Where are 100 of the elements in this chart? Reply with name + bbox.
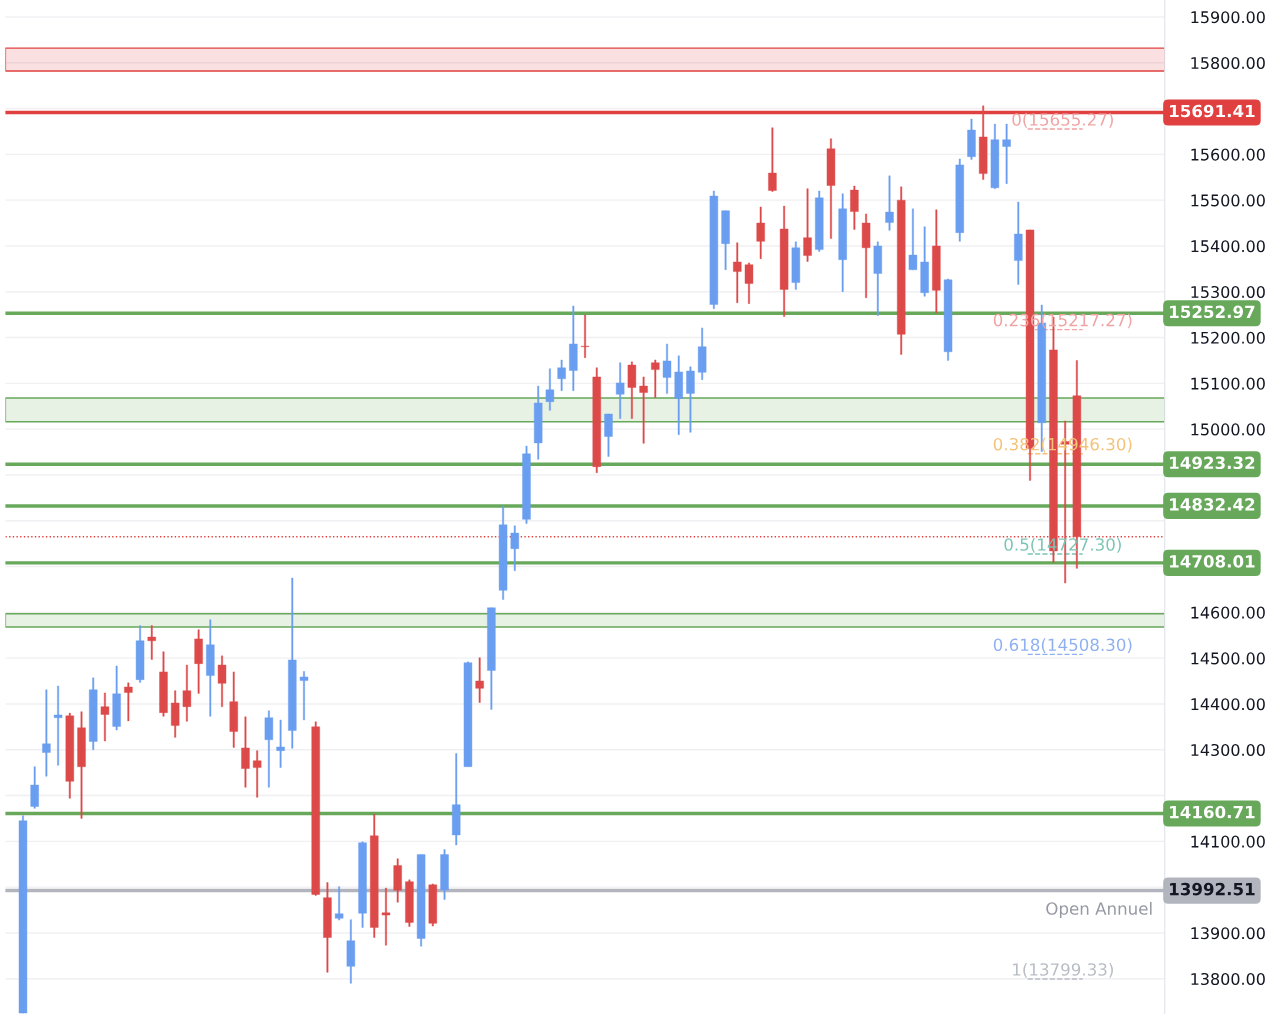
candlestick <box>873 241 882 316</box>
ref-line-label: 14708.01 <box>1170 555 1255 568</box>
candlestick <box>112 665 121 731</box>
candlestick <box>932 209 941 314</box>
candlestick <box>604 413 613 457</box>
candlestick <box>943 278 953 361</box>
candlestick <box>522 445 531 524</box>
candlestick <box>815 190 824 252</box>
y-tick-label: 15800.00 <box>1191 56 1265 70</box>
candlestick <box>217 655 227 707</box>
ref-line-label: 14160.71 <box>1170 805 1255 819</box>
candlestick <box>346 919 356 984</box>
candlestick <box>697 327 707 380</box>
candlestick <box>405 879 414 927</box>
candlestick <box>779 205 789 317</box>
candlestick <box>850 185 859 230</box>
candlestick <box>463 661 473 767</box>
candlestick <box>897 186 906 355</box>
candlestick <box>428 883 438 927</box>
candlestick <box>651 359 660 398</box>
ref-line-label: 1(13799.33) <box>1013 962 1113 978</box>
annotation: Open Annuel <box>1046 901 1152 919</box>
candlestick <box>194 629 203 694</box>
candlestick <box>452 753 461 846</box>
candlestick <box>18 815 28 1014</box>
candlestick <box>627 361 637 419</box>
candlestick <box>768 127 777 192</box>
candlestick <box>100 692 110 742</box>
candlestick <box>393 858 402 903</box>
ref-line-label: 0.618(14508.30) <box>993 638 1132 654</box>
candlestick <box>276 719 285 768</box>
candlestick <box>557 359 566 391</box>
candlestick <box>955 158 964 242</box>
candlestick <box>323 882 332 973</box>
candlestick <box>147 625 156 660</box>
candlestick <box>264 710 274 788</box>
candlestick <box>756 206 765 259</box>
candlestick <box>77 711 86 819</box>
y-tick-label: 15200.00 <box>1191 331 1265 344</box>
candlestick <box>990 123 1000 189</box>
candlestick <box>1002 123 1011 184</box>
ref-line-label: 0(15655.27) <box>1012 112 1113 128</box>
candlestick <box>545 368 555 411</box>
candlestick <box>440 849 449 900</box>
candlestick <box>381 887 391 946</box>
candlestick <box>487 607 496 710</box>
candlestick <box>838 193 847 292</box>
candlestick <box>510 525 519 571</box>
candlestick <box>885 175 894 231</box>
candlestick <box>592 367 601 473</box>
candlestick <box>744 262 754 304</box>
candlestick <box>733 242 742 303</box>
ref-line-label: 14832.42 <box>1170 498 1255 511</box>
candlestick <box>662 343 672 394</box>
candlestick <box>416 854 426 947</box>
candlestick <box>159 651 168 717</box>
candlestick <box>569 305 578 391</box>
y-tick-label: 13900.00 <box>1191 927 1265 940</box>
candlestick <box>42 689 51 777</box>
y-tick-label: 15400.00 <box>1191 240 1265 253</box>
candlestick <box>89 677 98 750</box>
ref-line-label: 15252.97 <box>1170 305 1255 319</box>
candlestick <box>171 690 180 738</box>
candlestick <box>967 118 976 160</box>
candlestick <box>920 226 929 297</box>
candlestick <box>370 814 379 938</box>
y-tick-label: 15500.00 <box>1191 194 1265 207</box>
candlestick <box>686 366 695 433</box>
y-tick-label: 14300.00 <box>1191 743 1265 757</box>
candlestick <box>534 385 543 460</box>
candlestick <box>182 664 192 722</box>
y-tick-label: 15300.00 <box>1191 285 1265 299</box>
candlestick <box>1014 201 1023 285</box>
y-tick-label: 14400.00 <box>1191 698 1265 711</box>
candlestick <box>135 625 145 683</box>
candlestick <box>53 685 63 766</box>
y-tick-label: 14100.00 <box>1191 835 1265 848</box>
y-tick-label: 14600.00 <box>1191 606 1265 619</box>
candlestick <box>358 841 367 928</box>
y-tick-label: 15900.00 <box>1191 11 1265 24</box>
y-tick-label: 15600.00 <box>1191 148 1265 161</box>
y-tick-label: 13800.00 <box>1191 972 1265 986</box>
candlestick <box>791 241 801 290</box>
candlestick <box>30 766 39 809</box>
candlestick <box>475 657 484 703</box>
candlestick <box>299 671 309 721</box>
ref-line-label: 13992.51 <box>1170 882 1255 896</box>
candlestick <box>803 188 812 262</box>
candlestick <box>252 750 262 798</box>
candlestick <box>615 362 625 419</box>
candlestick <box>861 213 871 298</box>
candlestick <box>334 886 344 921</box>
candlestick <box>580 314 590 358</box>
candlestick <box>721 210 730 270</box>
candlestick <box>241 716 250 788</box>
candlestick <box>826 138 836 239</box>
candlestick <box>65 712 74 799</box>
y-tick-label: 15000.00 <box>1191 423 1265 436</box>
candlestick <box>229 671 238 748</box>
y-tick-label: 15100.00 <box>1191 377 1265 390</box>
